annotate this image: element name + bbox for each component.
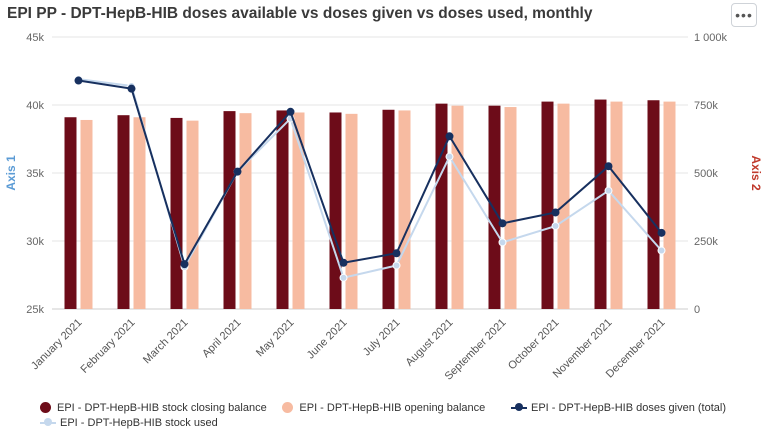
bar-opening-balance [663,101,676,309]
bar-closing-balance [594,99,607,309]
bar-closing-balance [435,103,448,309]
point-stock-used [339,273,348,282]
y-left-tick-label: 35k [26,168,44,180]
x-tick-label: February 2021 [79,317,138,376]
chart-legend: EPI - DPT-HepB-HIB stock closing balance… [40,400,740,430]
bar-opening-balance [345,113,358,309]
ellipsis-icon: ••• [735,7,753,23]
legend-row-2: EPI - DPT-HepB-HIB stock used [40,415,740,430]
bar-opening-balance [451,105,464,310]
point-doses-given [233,167,242,176]
legend-label: EPI - DPT-HepB-HIB opening balance [299,401,486,414]
legend-item-closing-balance[interactable]: EPI - DPT-HepB-HIB stock closing balance [40,402,268,414]
point-doses-given [74,76,83,85]
point-doses-given [551,208,560,217]
point-doses-given [339,258,348,267]
legend-item-doses-given[interactable]: EPI - DPT-HepB-HIB doses given (total) [510,401,726,414]
chart-canvas: 25k 30k 35k 40k 45k 0 250k 500k 750k 1 000k Axis 1… [4,32,763,383]
x-tick-label: March 2021 [141,317,191,367]
y-left-axis-title: Axis 1 [4,155,18,191]
bar-opening-balance [398,110,411,309]
bar-closing-balance [170,117,183,309]
bar-closing-balance [382,109,395,309]
y-right-tick-label: 1 000k [694,32,728,44]
point-doses-given [392,249,401,258]
legend-swatch [40,417,56,428]
bar-opening-balance [504,107,517,309]
y-right-tick-label: 250k [694,236,718,248]
line-stock-used [78,78,663,279]
legend-label: EPI - DPT-HepB-HIB stock used [60,416,218,429]
point-stock-used [392,261,401,270]
point-stock-used [498,238,507,247]
y-right-axis-title: Axis 2 [749,155,763,191]
point-stock-used [551,222,560,231]
line-doses-given [78,79,663,267]
bar-opening-balance [239,113,252,309]
x-tick-label: October 2021 [506,317,562,373]
chart-title: EPI PP - DPT-HepB-HIB doses available vs… [7,5,593,22]
x-tick-label: August 2021 [403,317,455,369]
legend-swatch [282,402,294,413]
y-left-tick-label: 30k [26,236,44,248]
y-left-tick-label: 25k [26,304,44,316]
point-doses-given [286,107,295,116]
point-doses-given [180,260,189,269]
point-doses-given [604,162,613,171]
legend-swatch [40,402,51,413]
bar-closing-balance [488,105,501,310]
x-tick-label: April 2021 [200,317,244,361]
point-stock-used [604,186,613,195]
point-stock-used [445,152,454,161]
bar-closing-balance [329,112,342,309]
bar-closing-balance [276,110,289,309]
point-stock-used [657,246,666,255]
bar-opening-balance [133,117,146,310]
x-tick-label: May 2021 [254,317,297,360]
legend-swatch [510,402,527,413]
bar-opening-balance [186,120,199,309]
point-doses-given [657,228,666,237]
bar-closing-balance [541,101,554,309]
point-doses-given [445,132,454,141]
point-doses-given [127,84,136,93]
bar-closing-balance [223,111,236,310]
bar-opening-balance [80,119,93,310]
y-right-tick-label: 750k [694,100,718,112]
legend-item-opening-balance[interactable]: EPI - DPT-HepB-HIB opening balance [282,402,497,414]
x-tick-label: January 2021 [29,317,85,373]
bar-opening-balance [610,101,623,309]
chart-menu-button[interactable]: ••• [731,3,757,27]
x-tick-label: July 2021 [361,317,403,359]
bar-closing-balance [117,115,130,309]
x-tick-label: June 2021 [305,317,350,362]
point-doses-given [498,219,507,228]
bar-opening-balance [292,112,305,309]
legend-item-stock-used[interactable]: EPI - DPT-HepB-HIB stock used [40,417,218,429]
bar-closing-balance [64,117,77,310]
y-left-tick-label: 40k [26,100,44,112]
legend-row-1: EPI - DPT-HepB-HIB stock closing balance… [40,400,740,415]
y-right-tick-label: 500k [694,168,718,180]
legend-label: EPI - DPT-HepB-HIB doses given (total) [530,401,726,414]
legend-label: EPI - DPT-HepB-HIB stock closing balance [57,401,267,414]
bar-closing-balance [647,100,660,310]
y-left-tick-label: 45k [26,32,44,44]
y-right-tick-label: 0 [694,304,700,316]
